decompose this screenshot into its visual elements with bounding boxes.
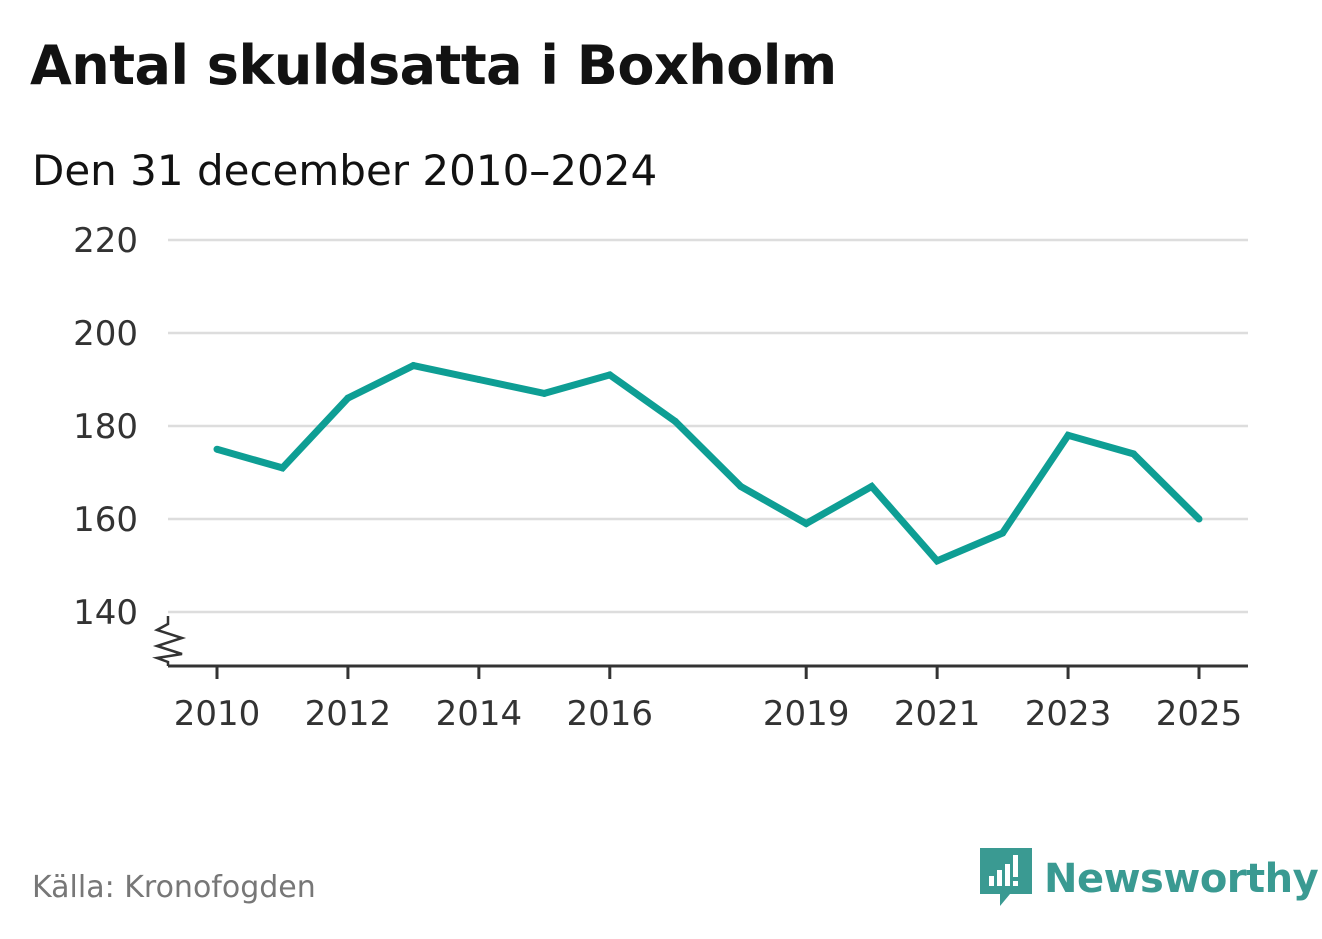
data-point — [802, 520, 810, 528]
newsworthy-logo-icon — [980, 848, 1032, 906]
data-point — [999, 529, 1007, 537]
source-note: Källa: Kronofogden — [32, 870, 316, 905]
data-point — [475, 376, 483, 383]
x-tick-label: 2021 — [894, 694, 981, 734]
data-point — [868, 482, 876, 490]
x-tick-label: 2019 — [763, 694, 850, 734]
data-point — [1195, 515, 1203, 523]
data-point — [1130, 450, 1138, 458]
series-layer — [213, 361, 1203, 566]
data-point — [344, 394, 352, 402]
newsworthy-logo: Newsworthy — [980, 848, 1319, 910]
y-tick-label: 220 — [73, 221, 138, 261]
brand-name: Newsworthy — [1044, 856, 1319, 902]
y-axis-ticks: 140 160 180 200 220 — [73, 221, 138, 633]
chart-title: Antal skuldsatta i Boxholm — [30, 34, 837, 97]
data-point — [213, 445, 221, 453]
series-line — [216, 361, 1202, 566]
data-point — [606, 371, 614, 379]
data-point — [540, 389, 548, 397]
x-tick-label: 2014 — [436, 694, 523, 734]
data-point — [737, 482, 745, 490]
x-axis-ticks: 2010 2012 2014 2016 2019 2021 2023 2025 — [174, 666, 1243, 734]
x-tick-label: 2016 — [567, 694, 654, 734]
data-point — [409, 362, 417, 370]
data-point — [933, 557, 941, 565]
data-point — [1064, 431, 1072, 439]
x-tick-label: 2010 — [174, 694, 261, 734]
x-tick-label: 2012 — [305, 694, 392, 734]
x-tick-label: 2025 — [1156, 694, 1243, 734]
y-tick-label: 140 — [73, 593, 138, 633]
data-point — [278, 464, 286, 472]
x-tick-label: 2023 — [1025, 694, 1112, 734]
axis-break-icon — [152, 616, 187, 666]
grid-lines — [168, 238, 1248, 614]
chart-subtitle: Den 31 december 2010–2024 — [32, 146, 658, 195]
y-tick-label: 160 — [73, 500, 138, 540]
y-tick-label: 200 — [73, 314, 138, 354]
data-point — [671, 417, 679, 425]
y-tick-label: 180 — [73, 407, 138, 447]
